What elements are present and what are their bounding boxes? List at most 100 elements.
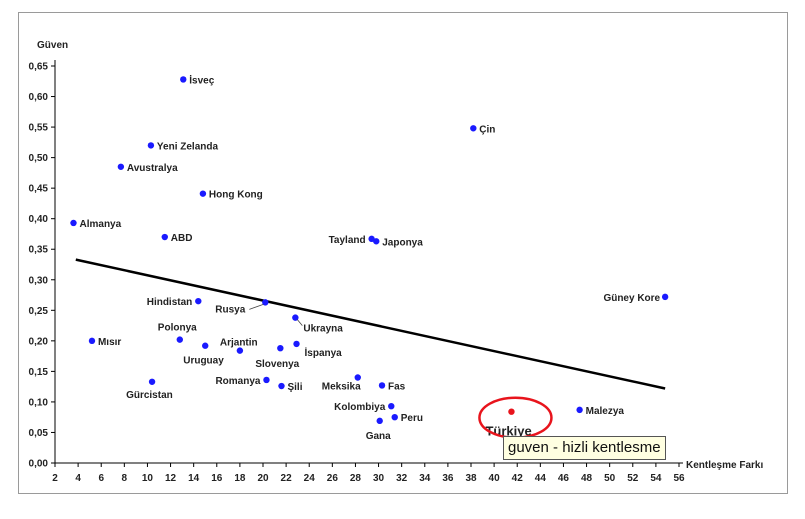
point-label-güney-kore: Güney Kore (603, 293, 660, 304)
x-tick-label: 38 (465, 473, 477, 484)
x-tick-label: 24 (304, 473, 316, 484)
point-fas (378, 382, 386, 389)
point-label-avustralya: Avustralya (127, 163, 178, 174)
point-polonya (176, 336, 183, 343)
x-tick-label: 46 (558, 473, 570, 484)
x-tick-label: 14 (188, 473, 200, 484)
point-labels: İsveç Yeni Zelanda Avustralya Hong Kong Alma… (79, 73, 660, 441)
point-avustralya (117, 163, 125, 170)
point-gana (376, 417, 383, 425)
point-label-i-sveç: İsveç (189, 73, 214, 86)
point-almanya (70, 219, 77, 227)
y-tick-label: 0,00 (29, 459, 49, 470)
point-label-hong-kong: Hong Kong (209, 190, 263, 201)
x-tick-label: 8 (122, 473, 128, 484)
point-uruguay (202, 342, 209, 349)
x-tick-label: 56 (673, 473, 685, 484)
point-label-slovenya: Slovenya (255, 359, 299, 370)
point-şili (278, 382, 285, 390)
point-label-ukrayna: Ukrayna (303, 324, 343, 335)
points (70, 76, 669, 425)
point-label-rusya: Rusya (215, 304, 245, 315)
y-tick-label: 0,15 (29, 367, 49, 378)
point-yeni-zelanda (147, 142, 155, 149)
point-label-japonya: Japonya (382, 237, 423, 248)
y-tick-label: 0,55 (29, 123, 49, 134)
x-tick-label: 34 (419, 473, 431, 484)
y-tick-label: 0,50 (29, 153, 49, 164)
point-rusya (262, 299, 269, 306)
x-tick-label: 44 (535, 473, 547, 484)
y-tick-label: 0,60 (29, 92, 49, 103)
leader-line (297, 319, 303, 326)
point-label-fas: Fas (388, 381, 406, 392)
x-tick-label: 48 (581, 473, 593, 484)
point-abd (161, 233, 168, 241)
point-label-hindistan: Hindistan (147, 297, 193, 308)
point-label-polonya: Polonya (158, 323, 197, 334)
point-hindistan (195, 297, 202, 305)
y-tick-label: 0,35 (29, 245, 49, 256)
point-mısır (88, 337, 96, 345)
leader-line (249, 303, 264, 310)
point-i-sveç (180, 76, 187, 83)
point-peru (391, 413, 398, 421)
point-kolombiya (388, 402, 395, 410)
x-tick-label: 2 (52, 473, 58, 484)
y-tick-label: 0,65 (29, 62, 49, 73)
chart-frame: 2 4 6 8 10 12 14 16 18 20 22 24 26 28 30 32 34 36 38 40 42 44… (18, 12, 788, 494)
x-tick-label: 22 (281, 473, 293, 484)
point-label-yeni-zelanda: Yeni Zelanda (157, 141, 219, 152)
x-tick-label: 40 (489, 473, 501, 484)
x-tick-label: 26 (327, 473, 339, 484)
x-axis-label: Kentleşme Farkı (686, 460, 763, 471)
scatter-chart: 2 4 6 8 10 12 14 16 18 20 22 24 26 28 30 32 34 36 38 40 42 44… (29, 40, 764, 484)
point-label-abd: ABD (171, 233, 193, 244)
point-gürcistan (148, 378, 156, 385)
point-label-gana: Gana (366, 431, 391, 442)
point-label-gürcistan: Gürcistan (126, 390, 173, 401)
y-tick-label: 0,40 (29, 214, 49, 225)
y-tick-label: 0,30 (29, 275, 49, 286)
point-label-meksika: Meksika (322, 381, 361, 392)
point-label-tayland: Tayland (329, 235, 366, 246)
y-tick-label: 0,25 (29, 306, 49, 317)
y-tick-label: 0,20 (29, 336, 49, 347)
x-tick-label: 54 (650, 473, 662, 484)
trendline (75, 258, 666, 390)
y-tick-label: 0,05 (29, 428, 49, 439)
x-tick-label: 32 (396, 473, 408, 484)
x-tick-label: 20 (257, 473, 269, 484)
point-romanya (263, 376, 270, 384)
point-label-i-spanya: İspanya (305, 346, 343, 359)
point-label-şili: Şili (287, 382, 302, 393)
point-label-kolombiya: Kolombiya (334, 402, 386, 413)
point-label-almanya: Almanya (79, 219, 121, 230)
point-label-malezya: Malezya (586, 406, 625, 417)
point-ukrayna (292, 314, 299, 321)
x-tick-label: 28 (350, 473, 362, 484)
point-türkiye (508, 408, 515, 415)
y-tick-label: 0,10 (29, 397, 49, 408)
point-i-spanya (293, 340, 300, 348)
point-label-peru: Peru (401, 413, 423, 424)
x-tick-label: 16 (211, 473, 223, 484)
point-çin (470, 125, 477, 132)
x-tick-label: 50 (604, 473, 616, 484)
x-tick-label: 36 (442, 473, 454, 484)
x-tick-label: 10 (142, 473, 154, 484)
point-japonya (373, 238, 380, 245)
x-tick-label: 12 (165, 473, 177, 484)
point-hong-kong (199, 190, 207, 197)
x-tick-label: 30 (373, 473, 385, 484)
point-label-romanya: Romanya (215, 376, 260, 387)
point-malezya (576, 406, 583, 414)
point-label-mısır: Mısır (98, 337, 121, 348)
x-tick-label: 18 (234, 473, 246, 484)
axes: 2 4 6 8 10 12 14 16 18 20 22 24 26 28 30 32 34 36 38 40 42 44… (29, 60, 685, 484)
point-arjantin (236, 347, 244, 354)
x-tick-label: 52 (627, 473, 639, 484)
point-meksika (354, 374, 361, 381)
y-tick-label: 0,45 (29, 184, 49, 195)
x-tick-label: 6 (98, 473, 104, 484)
